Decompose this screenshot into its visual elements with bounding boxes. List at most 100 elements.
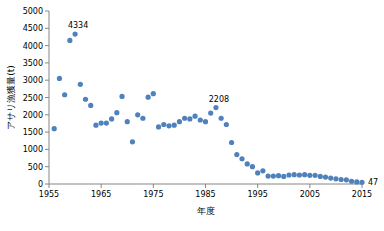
chart-container: 0 500 1000 1500 2000 2500 3000 3500 4000 4500 5000… (0, 0, 384, 231)
point (83, 97, 88, 102)
point (213, 105, 218, 110)
point (203, 119, 208, 124)
point (72, 31, 77, 36)
chart-svg: 0 500 1000 1500 2000 2500 3000 3500 4000 4500 5000… (0, 0, 384, 231)
y-tick-label: 2000 (23, 111, 43, 120)
y-tick-label: 3000 (23, 76, 43, 85)
y-tick-label: 4500 (23, 24, 43, 33)
point (281, 174, 286, 179)
x-tick-label: 1955 (39, 190, 59, 199)
point (302, 172, 307, 177)
y-tick (45, 149, 49, 150)
x-tick (309, 184, 310, 188)
point (219, 116, 224, 121)
point (62, 92, 67, 97)
y-tick (45, 62, 49, 63)
y-tick-label: 500 (28, 163, 43, 172)
point (323, 174, 328, 179)
point (177, 119, 182, 124)
x-tick-label: 1995 (247, 190, 267, 199)
point (339, 177, 344, 182)
points (52, 31, 365, 185)
point (57, 76, 62, 81)
y-tick (45, 132, 49, 133)
point (245, 161, 250, 166)
y-axis-label: アサリ漁獲量(t) (6, 65, 16, 130)
point (359, 180, 364, 185)
y-tick-label: 3500 (23, 59, 43, 68)
y-tick-label: 1000 (23, 145, 43, 154)
point (234, 152, 239, 157)
x-tick-label: 2015 (352, 190, 372, 199)
point (114, 110, 119, 115)
y-tick (45, 80, 49, 81)
annotation: 4334 (68, 21, 88, 30)
point (224, 122, 229, 127)
point (307, 173, 312, 178)
point (266, 173, 271, 178)
point (333, 176, 338, 181)
point (156, 124, 161, 129)
x-tick (153, 184, 154, 188)
x-axis-label: 年度 (197, 206, 215, 216)
x-tick-label: 2005 (300, 190, 320, 199)
point (93, 123, 98, 128)
point (229, 140, 234, 145)
point (192, 114, 197, 119)
point (135, 112, 140, 117)
y-tick (45, 114, 49, 115)
point (239, 156, 244, 161)
point (78, 82, 83, 87)
y-tick-label: 1500 (23, 128, 43, 137)
y-tick (45, 166, 49, 167)
point (198, 117, 203, 122)
point (52, 126, 57, 131)
point (260, 168, 265, 173)
point (354, 179, 359, 184)
y-tick (45, 11, 49, 12)
point (286, 172, 291, 177)
point (276, 173, 281, 178)
point (166, 123, 171, 128)
x-tick (257, 184, 258, 188)
point (125, 119, 130, 124)
point (344, 177, 349, 182)
x-tick-label: 1965 (91, 190, 111, 199)
point (349, 179, 354, 184)
point (318, 174, 323, 179)
x-tick-label: 1985 (195, 190, 215, 199)
x-tick (101, 184, 102, 188)
point (119, 94, 124, 99)
point (328, 176, 333, 181)
y-tick-label: 4000 (23, 42, 43, 51)
point (271, 173, 276, 178)
point (255, 170, 260, 175)
y-tick (45, 97, 49, 98)
y-tick (45, 184, 49, 185)
x-tick (205, 184, 206, 188)
point (208, 110, 213, 115)
y-tick-label: 0 (38, 180, 43, 189)
point (187, 116, 192, 121)
point (67, 38, 72, 43)
y-tick (45, 28, 49, 29)
annotation: 2208 (209, 95, 229, 104)
point (146, 95, 151, 100)
point (292, 172, 297, 177)
point (140, 116, 145, 121)
point (182, 116, 187, 121)
point (172, 123, 177, 128)
point (250, 164, 255, 169)
annotation: 47 (368, 178, 378, 187)
y-tick (45, 45, 49, 46)
point (88, 103, 93, 108)
point (130, 139, 135, 144)
x-tick-label: 1975 (143, 190, 163, 199)
point (312, 173, 317, 178)
y-tick-label: 2500 (23, 94, 43, 103)
point (109, 116, 114, 121)
point (99, 121, 104, 126)
x-tick (49, 184, 50, 188)
y-tick-label: 5000 (23, 7, 43, 16)
point (104, 121, 109, 126)
